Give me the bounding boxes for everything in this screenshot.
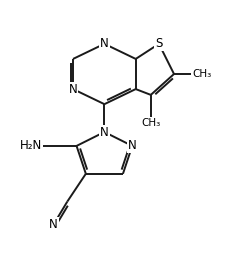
Text: CH₃: CH₃ xyxy=(141,118,160,128)
Text: H₂N: H₂N xyxy=(19,139,42,152)
Text: N: N xyxy=(100,37,108,50)
Text: N: N xyxy=(49,218,58,231)
Text: CH₃: CH₃ xyxy=(191,69,210,79)
Text: N: N xyxy=(68,83,77,96)
Text: N: N xyxy=(127,139,136,152)
Text: N: N xyxy=(100,125,108,139)
Text: S: S xyxy=(155,37,162,50)
